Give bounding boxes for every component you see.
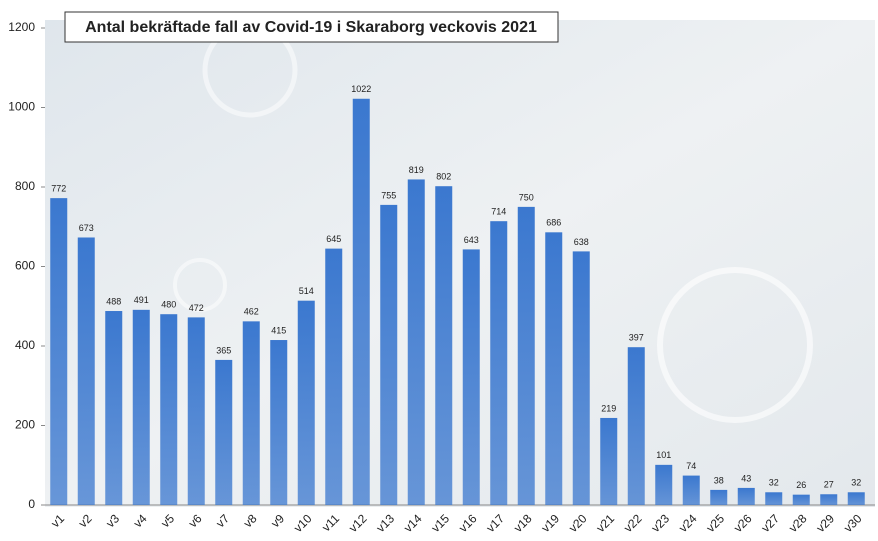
bar: [847, 492, 865, 505]
bar: [545, 232, 563, 505]
bar: [435, 186, 453, 505]
y-tick-label: 1200: [8, 20, 35, 34]
value-label: 686: [546, 218, 561, 228]
plot-background: [45, 20, 875, 507]
value-label: 26: [796, 480, 806, 490]
bar: [160, 314, 178, 505]
bar: [600, 417, 618, 505]
bar: [215, 359, 233, 505]
value-label: 27: [824, 480, 834, 490]
bar: [820, 494, 838, 505]
value-label: 638: [574, 237, 589, 247]
y-tick-label: 600: [15, 259, 35, 273]
bar: [132, 309, 150, 505]
value-label: 32: [769, 478, 779, 488]
bar: [325, 248, 343, 506]
bar: [572, 251, 590, 505]
value-label: 819: [409, 165, 424, 175]
bar: [655, 464, 673, 505]
value-label: 101: [656, 450, 671, 460]
bar: [105, 311, 123, 505]
bar: [517, 206, 535, 505]
value-label: 755: [381, 190, 396, 200]
bar: [270, 340, 288, 505]
value-label: 645: [326, 234, 341, 244]
value-label: 43: [741, 473, 751, 483]
value-label: 750: [519, 192, 534, 202]
value-label: 365: [216, 345, 231, 355]
bar: [792, 494, 810, 505]
bar: [380, 204, 398, 505]
value-label: 480: [161, 300, 176, 310]
title-box: [64, 11, 559, 43]
bar: [737, 487, 755, 505]
bar: [187, 317, 205, 505]
value-label: 643: [464, 235, 479, 245]
y-tick-label: 0: [28, 497, 35, 511]
bar: [407, 179, 425, 505]
bar: [682, 475, 700, 505]
value-label: 673: [79, 223, 94, 233]
value-label: 802: [436, 172, 451, 182]
chart-title: Antal bekräftade fall av Covid-19 i Skar…: [85, 19, 537, 36]
value-label: 488: [106, 296, 121, 306]
y-tick-label: 400: [15, 338, 35, 352]
y-tick-label: 1000: [8, 100, 35, 114]
bar: [242, 321, 260, 505]
value-label: 38: [714, 475, 724, 485]
bar: [297, 300, 315, 505]
value-label: 772: [51, 184, 66, 194]
virus-decoration: [657, 267, 813, 423]
value-label: 491: [134, 295, 149, 305]
value-label: 514: [299, 286, 314, 296]
bar: [765, 492, 783, 505]
y-tick-label: 200: [15, 418, 35, 432]
value-label: 397: [629, 333, 644, 343]
value-label: 32: [851, 478, 861, 488]
value-label: 74: [686, 461, 696, 471]
value-label: 1022: [351, 84, 371, 94]
bar: [490, 221, 508, 505]
bar: [50, 198, 68, 505]
value-label: 415: [271, 325, 286, 335]
value-label: 472: [189, 303, 204, 313]
value-label: 462: [244, 307, 259, 317]
value-label: 714: [491, 207, 506, 217]
bar: [77, 237, 95, 506]
bar: [710, 489, 728, 505]
bar: [462, 249, 480, 505]
bar: [352, 98, 370, 505]
virus-decoration: [173, 258, 227, 312]
y-tick-label: 800: [15, 179, 35, 193]
bar: [627, 347, 645, 505]
value-label: 219: [601, 403, 616, 413]
